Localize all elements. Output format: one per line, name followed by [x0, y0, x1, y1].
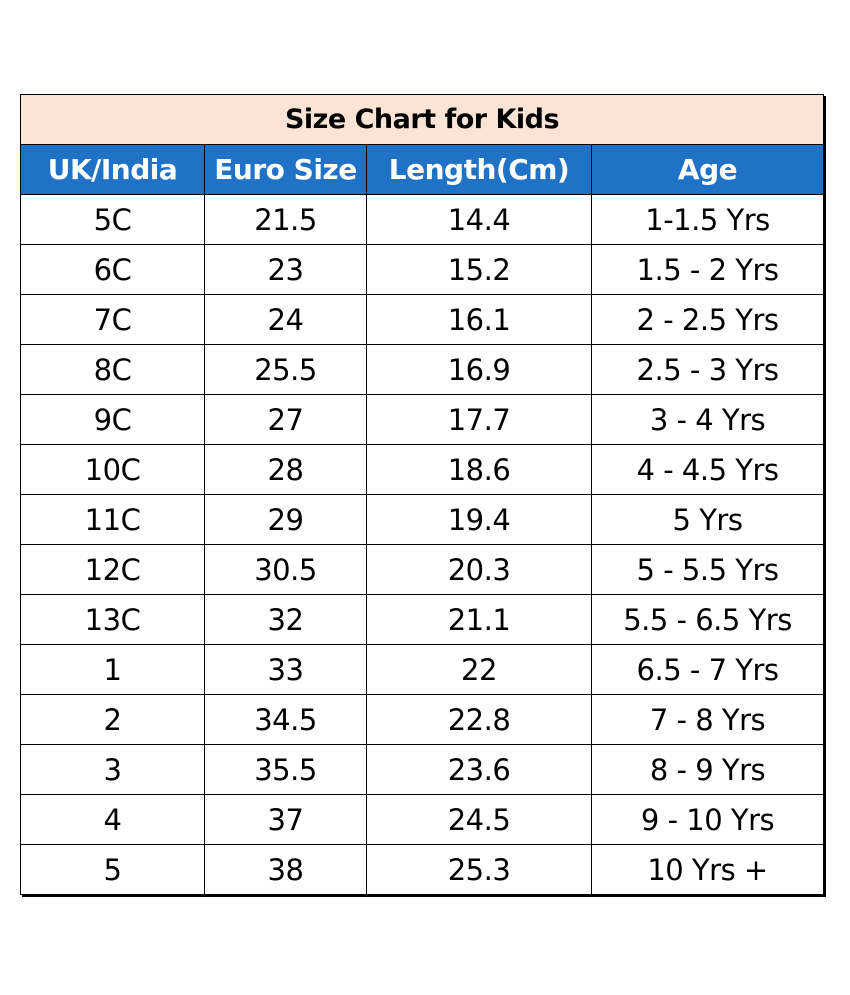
uk-india-cell: 4 [20, 794, 205, 845]
column-header-length: Length(Cm) [366, 144, 592, 195]
length-cell: 23.6 [366, 744, 592, 795]
age-cell: 10 Yrs + [590, 844, 825, 895]
euro-size-cell: 24 [204, 294, 367, 345]
uk-india-cell: 3 [20, 744, 205, 795]
table-row: 2 34.5 22.8 7 - 8 Yrs [20, 694, 825, 745]
table-row: 5C 21.5 14.4 1-1.5 Yrs [20, 194, 825, 245]
euro-size-cell: 34.5 [204, 694, 367, 745]
column-header-uk-india: UK/India [20, 144, 205, 195]
age-cell: 7 - 8 Yrs [590, 694, 825, 745]
age-cell: 2.5 - 3 Yrs [590, 344, 825, 395]
length-cell: 21.1 [366, 594, 592, 645]
euro-size-cell: 37 [204, 794, 367, 845]
table-row: 5 38 25.3 10 Yrs + [20, 844, 825, 895]
length-cell: 22.8 [366, 694, 592, 745]
euro-size-cell: 23 [204, 244, 367, 295]
age-cell: 5 - 5.5 Yrs [590, 544, 825, 595]
column-header-age: Age [590, 144, 825, 195]
table-title: Size Chart for Kids [19, 94, 825, 145]
length-cell: 22 [366, 644, 592, 695]
age-cell: 3 - 4 Yrs [590, 394, 825, 445]
length-cell: 25.3 [366, 844, 592, 895]
length-cell: 14.4 [366, 194, 592, 245]
uk-india-cell: 9C [20, 394, 205, 445]
uk-india-cell: 8C [20, 344, 205, 395]
age-cell: 5 Yrs [590, 494, 825, 545]
age-cell: 2 - 2.5 Yrs [590, 294, 825, 345]
table-row: 11C 29 19.4 5 Yrs [20, 494, 825, 545]
uk-india-cell: 13C [20, 594, 205, 645]
length-cell: 19.4 [366, 494, 592, 545]
table-row: 13C 32 21.1 5.5 - 6.5 Yrs [20, 594, 825, 645]
length-cell: 24.5 [366, 794, 592, 845]
euro-size-cell: 28 [204, 444, 367, 495]
table-row: 9C 27 17.7 3 - 4 Yrs [20, 394, 825, 445]
size-chart-table: Size Chart for Kids UK/India Euro Size L… [19, 94, 825, 895]
header-row: UK/India Euro Size Length(Cm) Age [20, 144, 825, 195]
length-cell: 15.2 [366, 244, 592, 295]
table-body: 5C 21.5 14.4 1-1.5 Yrs 6C 23 15.2 1.5 - 2 Yrs 7C… [20, 194, 825, 895]
euro-size-cell: 33 [204, 644, 367, 695]
age-cell: 1.5 - 2 Yrs [590, 244, 825, 295]
age-cell: 6.5 - 7 Yrs [590, 644, 825, 695]
uk-india-cell: 5 [20, 844, 205, 895]
table-row: 1 33 22 6.5 - 7 Yrs [20, 644, 825, 695]
length-cell: 20.3 [366, 544, 592, 595]
column-header-euro-size: Euro Size [204, 144, 367, 195]
age-cell: 9 - 10 Yrs [590, 794, 825, 845]
table-row: 7C 24 16.1 2 - 2.5 Yrs [20, 294, 825, 345]
table-row: 4 37 24.5 9 - 10 Yrs [20, 794, 825, 845]
length-cell: 16.9 [366, 344, 592, 395]
table-row: 8C 25.5 16.9 2.5 - 3 Yrs [20, 344, 825, 395]
uk-india-cell: 7C [20, 294, 205, 345]
age-cell: 1-1.5 Yrs [590, 194, 825, 245]
age-cell: 8 - 9 Yrs [590, 744, 825, 795]
uk-india-cell: 12C [20, 544, 205, 595]
uk-india-cell: 1 [20, 644, 205, 695]
table-row: 3 35.5 23.6 8 - 9 Yrs [20, 744, 825, 795]
euro-size-cell: 29 [204, 494, 367, 545]
table-row: 6C 23 15.2 1.5 - 2 Yrs [20, 244, 825, 295]
uk-india-cell: 10C [20, 444, 205, 495]
length-cell: 17.7 [366, 394, 592, 445]
length-cell: 18.6 [366, 444, 592, 495]
title-row: Size Chart for Kids [19, 94, 825, 145]
euro-size-cell: 27 [204, 394, 367, 445]
euro-size-cell: 21.5 [204, 194, 367, 245]
age-cell: 4 - 4.5 Yrs [590, 444, 825, 495]
uk-india-cell: 6C [20, 244, 205, 295]
table-row: 12C 30.5 20.3 5 - 5.5 Yrs [20, 544, 825, 595]
uk-india-cell: 11C [20, 494, 205, 545]
euro-size-cell: 25.5 [204, 344, 367, 395]
age-cell: 5.5 - 6.5 Yrs [590, 594, 825, 645]
uk-india-cell: 2 [20, 694, 205, 745]
uk-india-cell: 5C [20, 194, 205, 245]
length-cell: 16.1 [366, 294, 592, 345]
euro-size-cell: 35.5 [204, 744, 367, 795]
euro-size-cell: 38 [204, 844, 367, 895]
table-row: 10C 28 18.6 4 - 4.5 Yrs [20, 444, 825, 495]
euro-size-cell: 32 [204, 594, 367, 645]
euro-size-cell: 30.5 [204, 544, 367, 595]
